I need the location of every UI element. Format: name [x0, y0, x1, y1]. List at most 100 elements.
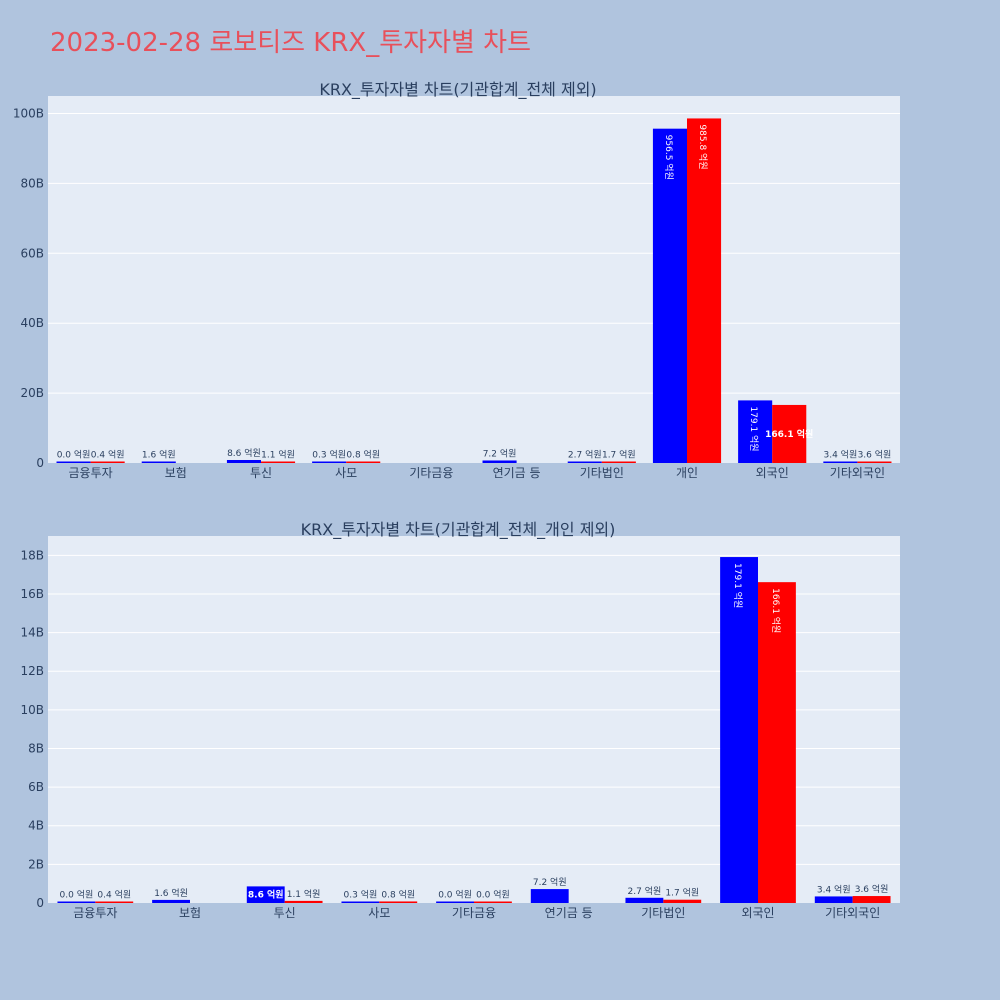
bar: [379, 901, 418, 903]
x-tick-label: 외국인: [756, 466, 789, 480]
x-tick-label: 연기금 등: [493, 466, 541, 480]
bar: [226, 459, 261, 463]
x-tick-label: 기타외국인: [830, 466, 885, 480]
x-tick-label: 외국인: [741, 906, 774, 920]
bar: [601, 461, 636, 463]
bar: [852, 896, 891, 903]
x-tick-label: 보험: [179, 906, 201, 920]
bar: [474, 901, 512, 903]
y-tick-label: 6B: [28, 780, 44, 794]
data-label: 2.7 억원: [628, 885, 662, 897]
bar: [857, 461, 892, 463]
x-tick-label: 기타법인: [580, 466, 624, 480]
data-label: 985.8 억원: [697, 124, 709, 169]
data-label: 1.1 억원: [261, 449, 295, 461]
chart-title-1: KRX_투자자별 차트(기관합계_전체 제외): [319, 80, 596, 100]
bar: [261, 461, 296, 463]
data-label: 166.1 억원: [765, 428, 813, 440]
data-label: 1.6 억원: [142, 449, 176, 461]
data-label: 956.5 억원: [663, 135, 675, 180]
y-tick-label: 40B: [20, 316, 44, 330]
x-tick-label: 사모: [368, 906, 390, 920]
page-title: 2023-02-28 로보티즈 KRX_투자자별 차트: [50, 28, 532, 58]
x-tick-label: 금융투자: [73, 906, 117, 920]
data-label: 0.4 억원: [91, 449, 125, 461]
bar: [814, 896, 853, 903]
y-tick-label: 60B: [20, 246, 44, 260]
bar: [663, 899, 702, 903]
y-tick-label: 18B: [20, 548, 44, 562]
x-tick-label: 연기금 등: [545, 906, 593, 920]
x-tick-label: 기타금융: [452, 906, 496, 920]
bar: [57, 901, 96, 903]
y-tick-label: 4B: [28, 819, 44, 833]
y-tick-label: 20B: [20, 386, 44, 400]
y-tick-label: 100B: [13, 106, 44, 120]
bar: [312, 461, 347, 463]
data-label: 0.3 억원: [312, 449, 346, 461]
bar: [341, 901, 380, 903]
data-label: 0.0 억원: [57, 449, 91, 461]
y-tick-label: 0: [36, 456, 44, 470]
y-tick-label: 16B: [20, 587, 44, 601]
x-tick-label: 기타금융: [409, 466, 453, 480]
x-tick-label: 보험: [165, 466, 187, 480]
y-tick-label: 2B: [28, 857, 44, 871]
data-label: 2.7 억원: [568, 449, 602, 461]
bar: [625, 897, 664, 903]
data-label: 0.0 억원: [438, 889, 472, 901]
bar: [95, 901, 134, 903]
x-tick-label: 투신: [250, 466, 272, 480]
data-label: 3.4 억원: [823, 449, 857, 461]
bar: [482, 460, 517, 463]
y-tick-label: 0: [36, 896, 44, 910]
data-label: 166.1 억원: [770, 588, 782, 633]
bar: [436, 901, 474, 903]
x-tick-label: 개인: [676, 466, 698, 480]
x-tick-label: 금융투자: [69, 466, 113, 480]
data-label: 1.7 억원: [665, 887, 699, 899]
data-label: 8.6 억원: [227, 447, 261, 459]
chart-title-2: KRX_투자자별 차트(기관합계_전체_개인 제외): [301, 520, 616, 540]
data-label: 0.8 억원: [381, 888, 415, 900]
data-label: 179.1 억원: [732, 563, 744, 608]
data-label: 3.6 억원: [858, 449, 892, 461]
x-tick-label: 사모: [335, 466, 357, 480]
data-label: 0.8 억원: [346, 449, 380, 461]
data-label: 3.4 억원: [817, 883, 851, 895]
data-label: 1.7 억원: [602, 449, 636, 461]
data-label: 0.3 억원: [344, 889, 378, 901]
bar: [772, 404, 807, 463]
y-tick-label: 8B: [28, 741, 44, 755]
bar: [720, 557, 758, 903]
bar: [758, 582, 796, 903]
y-tick-label: 10B: [20, 703, 44, 717]
bar: [284, 900, 323, 903]
bar: [346, 461, 381, 463]
data-label: 0.0 억원: [476, 889, 510, 901]
y-tick-label: 12B: [20, 664, 44, 678]
bar: [687, 118, 722, 464]
data-label: 8.6 억원: [248, 889, 284, 901]
bar: [567, 461, 602, 463]
x-tick-label: 투신: [274, 906, 296, 920]
data-label: 1.6 억원: [154, 887, 188, 899]
bar: [152, 899, 190, 903]
data-label: 7.2 억원: [533, 876, 567, 888]
bar: [738, 400, 773, 463]
bar: [90, 461, 125, 463]
x-tick-label: 기타외국인: [825, 906, 880, 920]
data-label: 179.1 억원: [748, 406, 760, 451]
data-label: 7.2 억원: [483, 447, 517, 459]
y-tick-label: 80B: [20, 176, 44, 190]
bar: [652, 128, 687, 463]
bar: [530, 889, 569, 903]
bar: [141, 461, 176, 463]
bar: [56, 461, 91, 463]
data-label: 1.1 억원: [287, 888, 321, 900]
y-tick-label: 14B: [20, 626, 44, 640]
bar: [246, 886, 285, 903]
data-label: 0.0 억원: [60, 889, 94, 901]
bar: [823, 461, 858, 463]
